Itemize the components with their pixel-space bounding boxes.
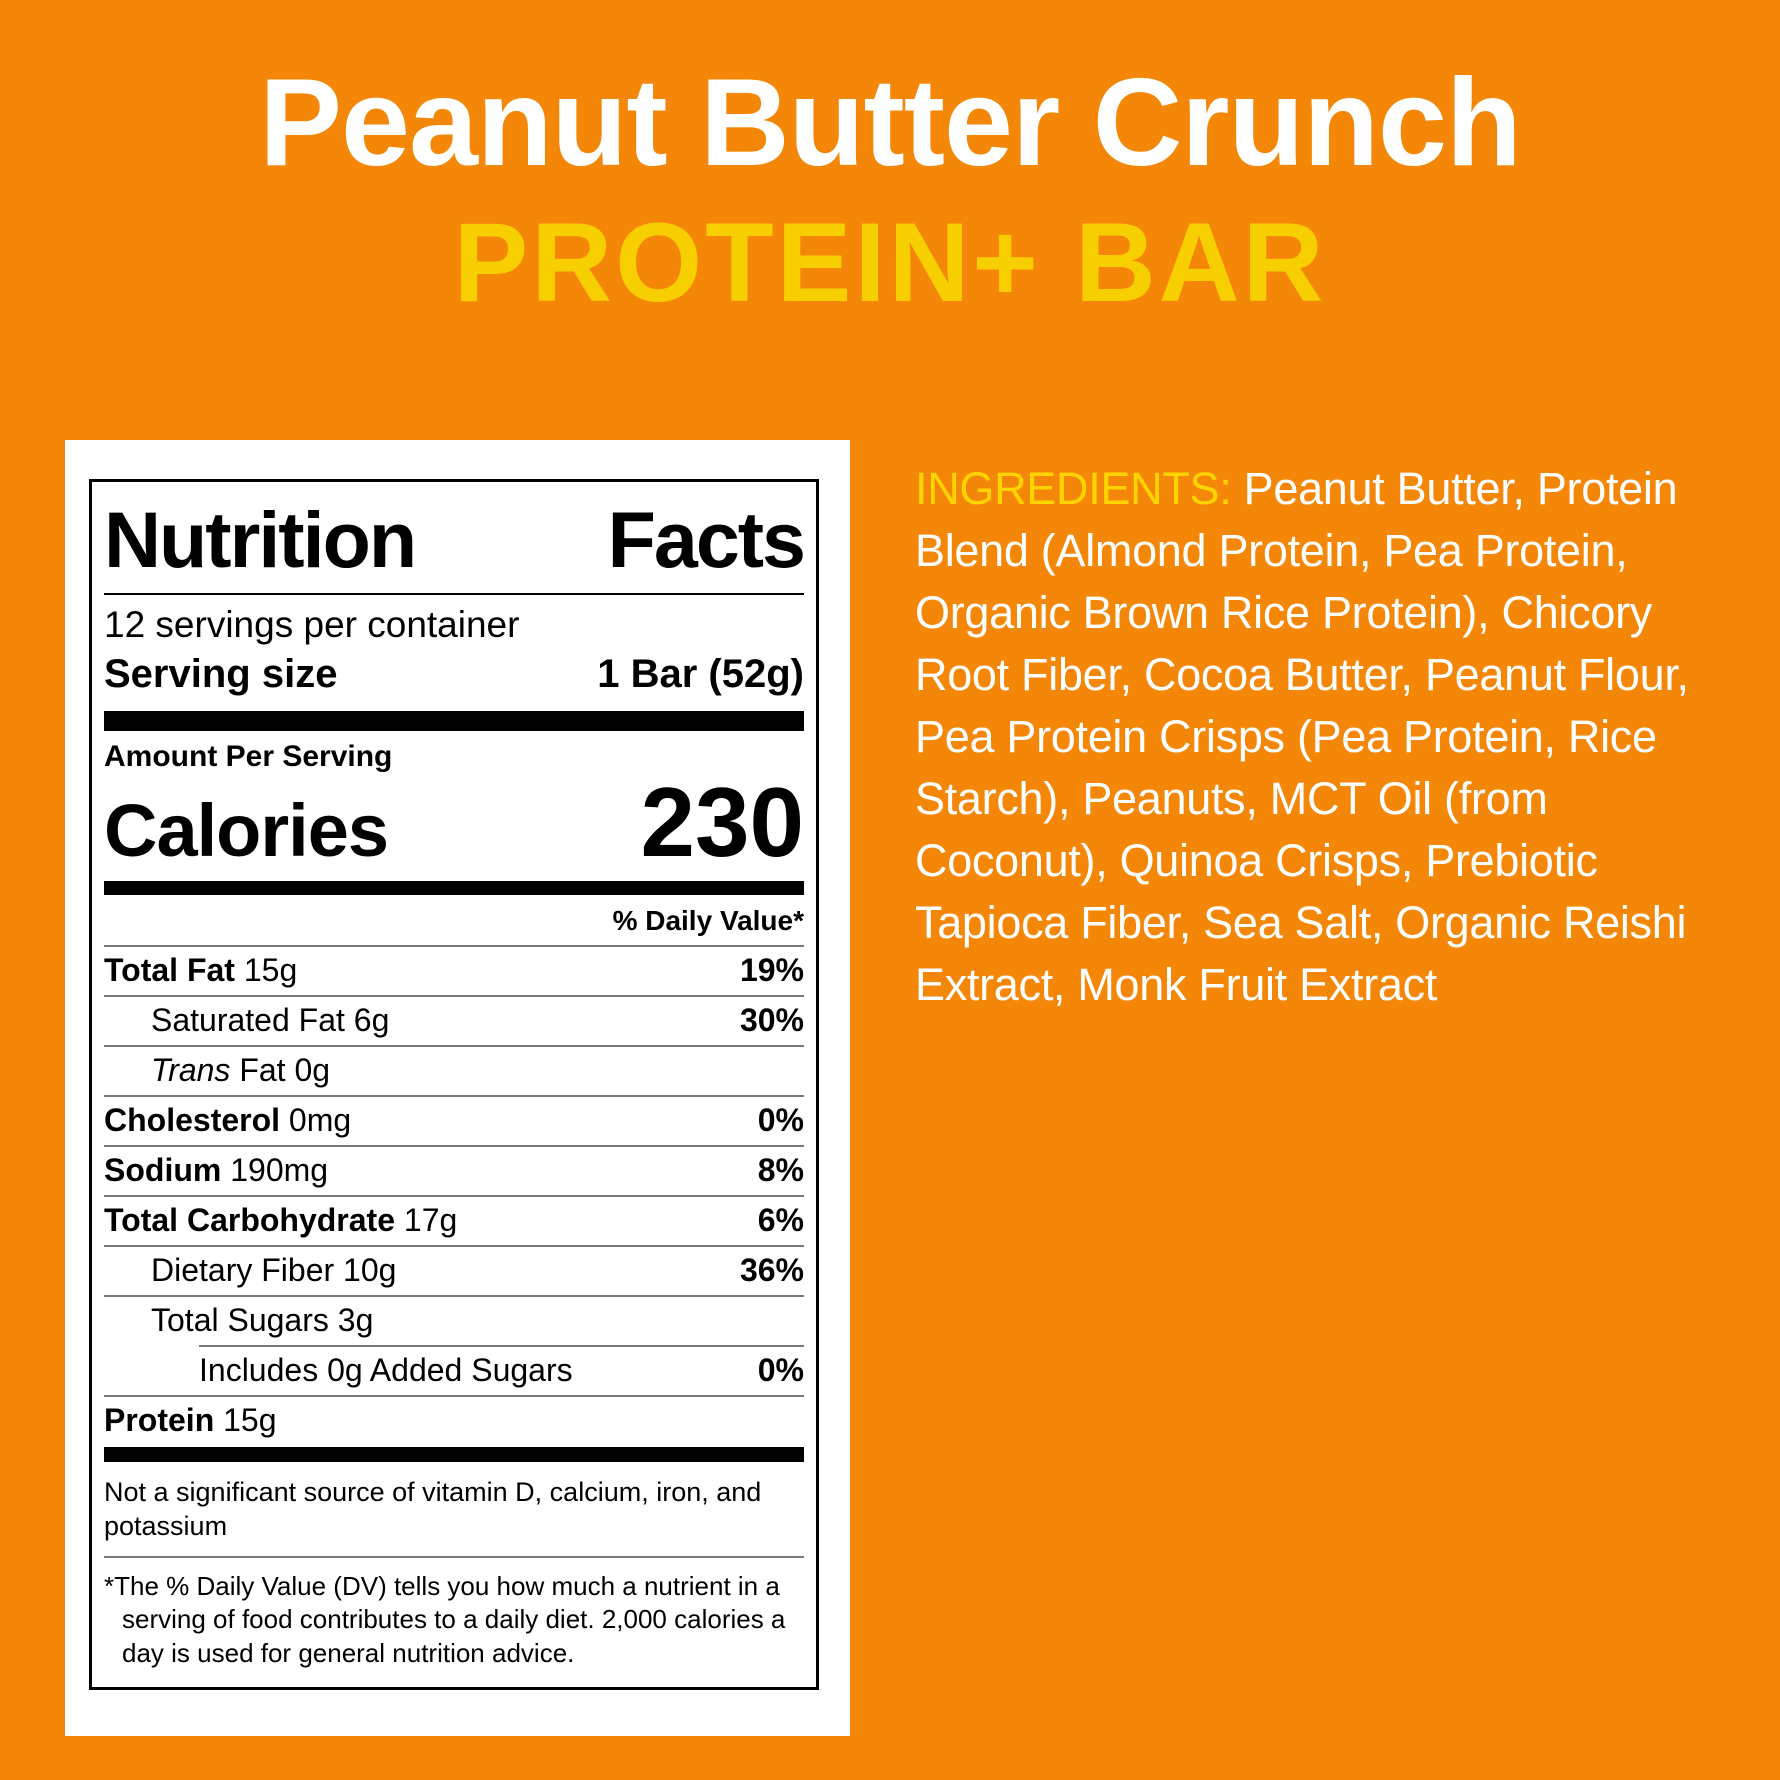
calories-label: Calories [104,789,389,872]
nutrient-daily-value: 30% [739,1002,804,1039]
nutrient-daily-value: 36% [739,1252,804,1289]
nutrition-facts-title-word1: Nutrition [104,495,417,584]
ingredients-label: INGREDIENTS: [915,463,1232,514]
nutrient-name: Saturated Fat 6g [151,1002,390,1039]
nutrition-facts-title-word2: Facts [607,495,806,584]
ingredients-text: Peanut Butter, Protein Blend (Almond Pro… [915,463,1689,1010]
nutrient-rows: Total Fat 15g 19% Saturated Fat 6g 30% Trans… [104,945,804,1445]
nutrient-daily-value: 0% [757,1102,804,1139]
nutrient-name: Sodium 190mg [104,1152,329,1189]
nutrient-row: Trans Fat 0g [104,1045,804,1095]
nutrition-facts-title: Nutrition Facts [104,495,806,584]
nutrient-name: Includes 0g Added Sugars [199,1352,573,1389]
serving-size-row: Serving size 1 Bar (52g) [104,652,804,697]
daily-value-footnote: *The % Daily Value (DV) tells you how mu… [104,1570,804,1671]
not-significant-note: Not a significant source of vitamin D, c… [104,1477,762,1541]
nutrient-row: Dietary Fiber 10g 36% [104,1245,804,1295]
nutrient-daily-value: 8% [757,1152,804,1189]
amount-per-serving-label: Amount Per Serving [104,740,393,773]
product-title: Peanut Butter Crunch [259,54,1521,192]
serving-size-value: 1 Bar (52g) [597,652,804,696]
nutrient-row: Total Fat 15g 19% [104,945,804,995]
footnote-text: The % Daily Value (DV) tells you how muc… [114,1570,786,1669]
calories-row: Calories 230 [104,767,804,877]
servings-per-container: 12 servings per container [104,604,520,645]
nutrient-name: Total Fat 15g [104,952,298,989]
nutrient-name: Cholesterol 0mg [104,1102,352,1139]
nutrient-row: Total Sugars 3g [104,1295,804,1345]
daily-value-header: % Daily Value* [612,905,804,937]
title-divider [104,593,804,595]
nutrient-daily-value: 6% [757,1202,804,1239]
nutrient-name: Total Sugars 3g [151,1302,374,1339]
nutrient-daily-value: 19% [739,952,804,989]
nutrient-daily-value: 0% [757,1352,804,1389]
nutrient-row: Includes 0g Added Sugars 0% [199,1345,804,1395]
nutrient-row: Saturated Fat 6g 30% [104,995,804,1045]
nutrient-row: Protein 15g [104,1395,804,1445]
nutrient-name: Protein 15g [104,1402,277,1439]
nutrient-name: Total Carbohydrate 17g [104,1202,458,1239]
ingredients-paragraph: INGREDIENTS: Peanut Butter, Protein Blen… [915,458,1717,1016]
thick-bar-middle [104,881,804,896]
footnote-asterisk: * [104,1570,115,1601]
nutrient-row: Cholesterol 0mg 0% [104,1095,804,1145]
nutrient-name: Trans Fat 0g [151,1052,331,1089]
nutrient-name: Dietary Fiber 10g [151,1252,397,1289]
product-subtitle: PROTEIN+ BAR [453,199,1327,325]
nutrition-facts-label: Nutrition Facts 12 servings per containe… [89,479,819,1690]
serving-size-label: Serving size [104,652,338,696]
nutrient-row: Sodium 190mg 8% [104,1145,804,1195]
calories-value: 230 [640,767,804,877]
product-header: Peanut Butter Crunch PROTEIN+ BAR [0,54,1780,319]
thick-bar-top [104,711,804,731]
nutrition-card: Nutrition Facts 12 servings per containe… [65,440,850,1736]
footnote-divider [104,1555,804,1558]
nutrient-row: Total Carbohydrate 17g 6% [104,1195,804,1245]
thick-bar-bottom [104,1447,804,1463]
